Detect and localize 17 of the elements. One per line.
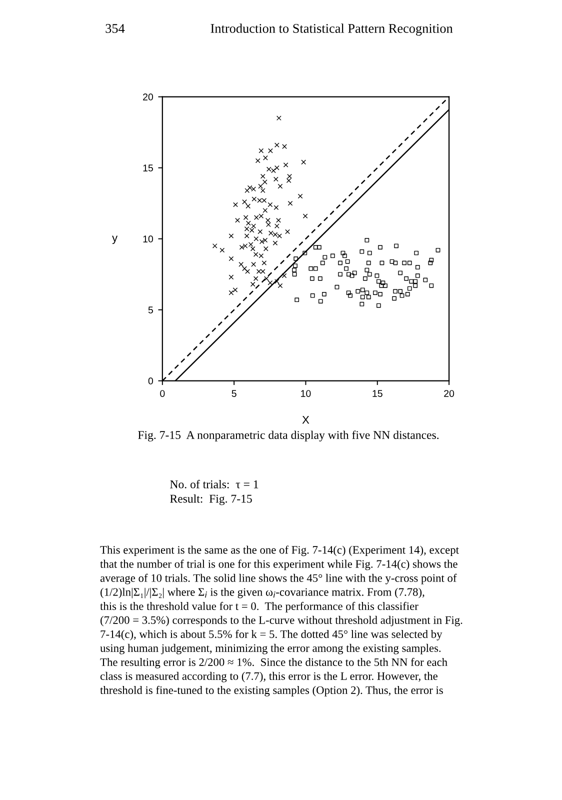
- y-tick-label: 0: [148, 378, 154, 384]
- y-tick-label: 20: [143, 94, 154, 100]
- x-axis-title: X: [302, 416, 310, 424]
- text: No. of trials: τ = 1 Result: Fig. 7-15: [170, 480, 258, 506]
- x-tick-label: 5: [232, 390, 236, 397]
- x-tick-label: 0: [160, 390, 165, 397]
- chart-title: Introduction to Statistical Pattern Recognition: [210, 24, 453, 36]
- caption: Fig. 7-15 A nonparametric data display with five NN distances.: [138, 430, 439, 442]
- text: This experiment is the same as the one of Fig. 7-14(c) (Experiment 14), except that the number of trial is one for this experiment while Fig. 7-14(c) shows the average of 10 trials. The solid line shows the 45° line with the y-cross point of (1/2)ln|Σ₁|/|Σ₂| where Σ$_{i}$ is the given ω$_{i}$-covariance matrix. From (7.78), this is the threshold value for t = 0. The performance of this classifier (7/200 = 3.5%) corresponds to the L-curve without threshold adjustment in Fig. 7-14(c), which is about 5.5% for k = 5. The dotted 45° line was selected by using human judgement, minimizing the error among the existing samples. The resulting error is 2/200 ≈ 1%. Since the distance to the 5th NN for each class is measured according to (7.7), this error is the L error. However, the threshold is fine-tuned to the existing samples (Option 2). Thus, the error is: [100, 546, 462, 696]
- x-tick-label: 10: [301, 390, 311, 397]
- x-tick-label: 20: [444, 390, 454, 397]
- x-tick-label: 15: [372, 390, 382, 397]
- y-axis-title: y: [112, 236, 118, 244]
- y-tick-label: 5: [148, 306, 153, 314]
- y-tick-label: 15: [143, 164, 153, 172]
- text: 354: [106, 24, 125, 33]
- y-tick-label: 10: [143, 236, 154, 242]
